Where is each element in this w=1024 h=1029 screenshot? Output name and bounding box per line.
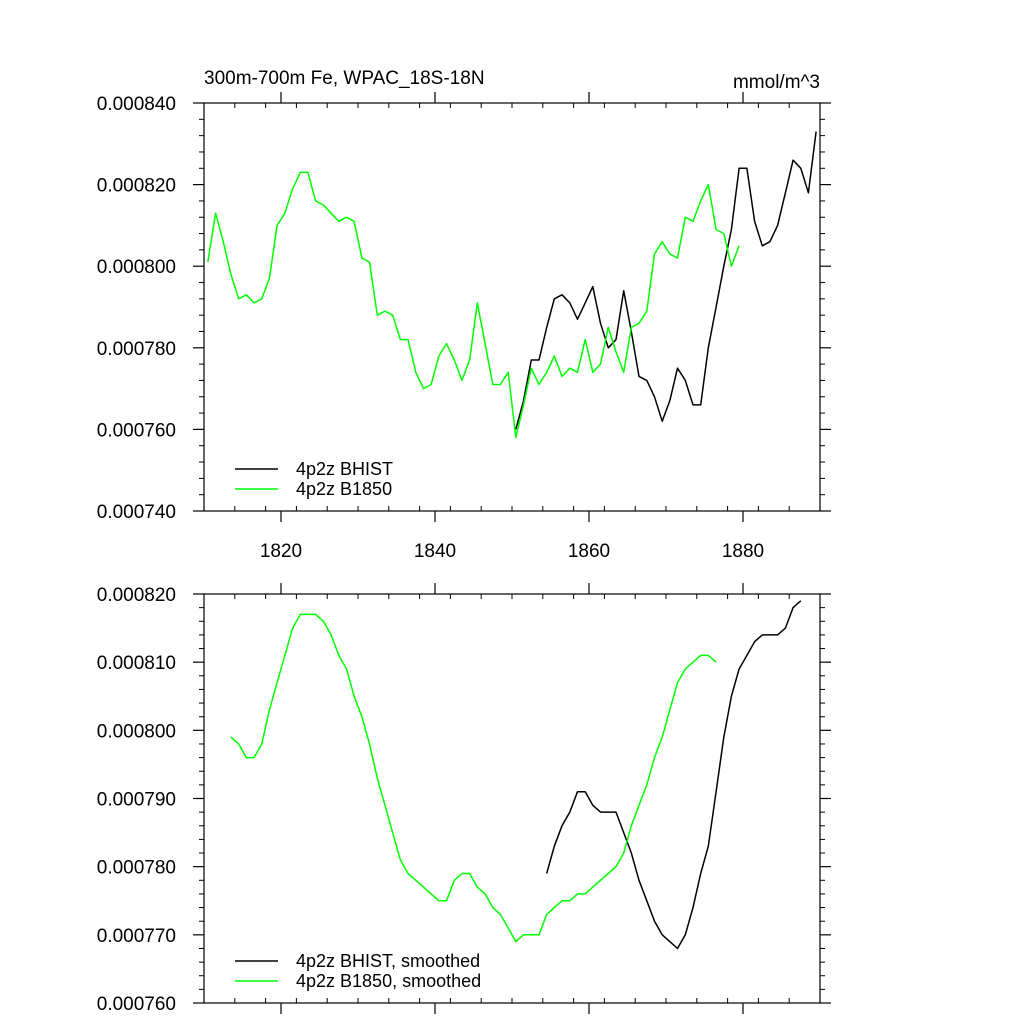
legend-label-bhist: 4p2z BHIST xyxy=(296,459,393,479)
series-line-b1850 xyxy=(207,171,740,439)
x-tick-label: 1860 xyxy=(568,541,610,562)
top-chart-legend: 4p2z BHIST 4p2z B1850 xyxy=(235,459,393,499)
top-chart-axes: 1820 1840 1860 1880 0.000740 0.000760 0.000780… xyxy=(97,92,831,562)
top-chart-title: 300m-700m Fe, WPAC_18S-18N xyxy=(204,68,485,89)
bottom-chart-legend: 4p2z BHIST, smoothed 4p2z B1850, smoothe… xyxy=(235,951,481,991)
y-tick-label: 0.000840 xyxy=(97,94,176,115)
bottom-chart-series xyxy=(230,600,802,950)
y-tick-label: 0.000800 xyxy=(97,721,176,742)
top-chart-panel: 300m-700m Fe, WPAC_18S-18N mmol/m^3 1820… xyxy=(97,68,831,562)
x-tick-label: 1840 xyxy=(414,541,456,562)
x-tick-label: 1820 xyxy=(260,541,302,562)
series-line-bhist xyxy=(545,600,802,950)
legend-label-b1850-smoothed: 4p2z B1850, smoothed xyxy=(296,971,481,991)
bottom-chart-panel: 0.000760 0.000770 0.000780 0.000790 0.000800… xyxy=(97,583,831,1015)
y-tick-label: 0.000760 xyxy=(97,420,176,441)
x-tick-label: 1880 xyxy=(722,541,764,562)
y-tick-label: 0.000780 xyxy=(97,858,176,879)
y-tick-label: 0.000790 xyxy=(97,790,176,811)
y-tick-label: 0.000820 xyxy=(97,176,176,197)
y-tick-label: 0.000820 xyxy=(97,585,176,606)
y-tick-label: 0.000760 xyxy=(97,994,176,1015)
top-chart-series xyxy=(207,131,817,439)
bottom-chart-axes: 0.000760 0.000770 0.000780 0.000790 0.000800… xyxy=(97,583,831,1015)
y-tick-label: 0.000770 xyxy=(97,926,176,947)
legend-label-b1850: 4p2z B1850 xyxy=(296,479,392,499)
y-tick-label: 0.000810 xyxy=(97,653,176,674)
top-chart-units-label: mmol/m^3 xyxy=(733,72,820,93)
legend-label-bhist-smoothed: 4p2z BHIST, smoothed xyxy=(296,951,480,971)
y-tick-label: 0.000800 xyxy=(97,257,176,278)
series-line-bhist xyxy=(515,131,817,430)
y-tick-label: 0.000740 xyxy=(97,502,176,523)
series-line-b1850 xyxy=(230,613,717,943)
y-tick-label: 0.000780 xyxy=(97,339,176,360)
